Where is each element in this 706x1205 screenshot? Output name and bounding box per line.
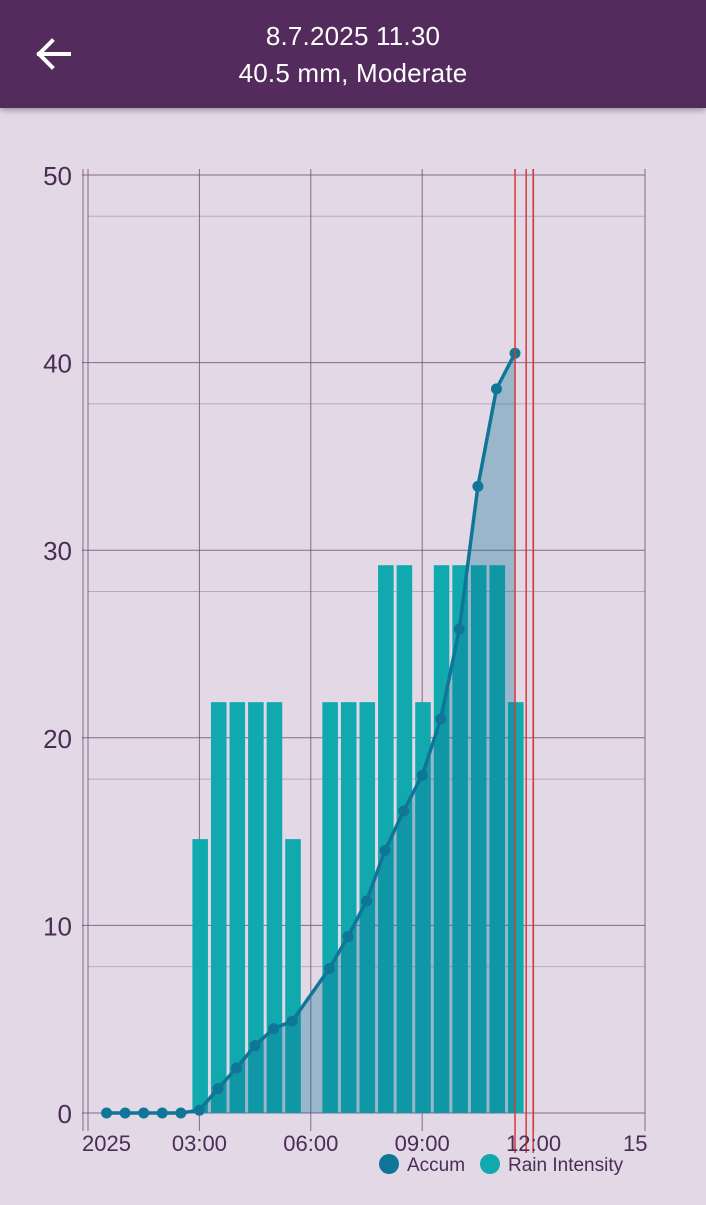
legend-label: Accum	[407, 1155, 465, 1176]
app-bar: 8.7.2025 11.30 40.5 mm, Moderate	[0, 0, 706, 108]
intensity-bar	[248, 702, 264, 1113]
rain-chart: 0 10 20 30 40 50 2025 03:00 06:00 09:00 12:00 15 Acc…	[0, 108, 706, 1200]
accum-point	[361, 895, 372, 907]
accum-line	[106, 352, 517, 1115]
accum-point	[138, 1107, 150, 1119]
x-tick-label: 2025	[82, 1131, 131, 1156]
accum-point	[453, 623, 465, 635]
intensity-bar	[229, 702, 246, 1113]
intensity-bar	[378, 565, 394, 1113]
accum-point	[175, 1107, 187, 1119]
accum-point	[193, 1104, 205, 1116]
accum-point	[212, 1083, 224, 1095]
accum-point	[323, 963, 335, 975]
intensity-bar	[210, 702, 227, 1113]
x-tick-label: 03:00	[172, 1131, 227, 1156]
accum-point	[119, 1107, 131, 1119]
x-tick-label: 06:00	[283, 1131, 338, 1156]
back-button[interactable]	[28, 30, 80, 78]
legend-swatch	[379, 1154, 399, 1174]
intensity-bar	[415, 702, 431, 1113]
y-tick-label: 40	[43, 349, 72, 379]
accum-area	[106, 353, 516, 1114]
reading-datetime: 8.7.2025 11.30	[265, 21, 441, 51]
intensity-bar	[396, 565, 413, 1113]
accum-point	[286, 1015, 298, 1027]
intensity-bar	[359, 702, 376, 1113]
accum-point	[249, 1039, 261, 1051]
accum-point	[231, 1062, 243, 1074]
intensity-bar	[470, 565, 487, 1113]
y-tick-label: 30	[43, 536, 72, 566]
intensity-bar	[452, 565, 468, 1113]
y-tick-label: 10	[43, 911, 72, 941]
accum-point	[342, 931, 354, 943]
x-tick-label: 15	[623, 1131, 647, 1156]
arrow-left-icon	[36, 38, 71, 70]
reading-summary: 40.5 mm, Moderate	[238, 58, 468, 88]
y-tick-label: 20	[43, 724, 72, 754]
accum-point	[156, 1107, 168, 1119]
intensity-bar	[266, 702, 283, 1113]
accum-point	[379, 844, 391, 856]
title-block: 8.7.2025 11.30 40.5 mm, Moderate	[0, 18, 706, 92]
intensity-bar	[285, 839, 301, 1113]
intensity-bar	[192, 839, 208, 1113]
accum-point	[101, 1107, 113, 1119]
intensity-bar	[508, 702, 524, 1113]
legend-label: Rain Intensity	[508, 1155, 624, 1176]
rain-chart-svg: 0 10 20 30 40 50 2025 03:00 06:00 09:00 12:00 15 Acc…	[43, 161, 647, 1176]
x-tick-label: 12:00	[506, 1131, 561, 1156]
accum-point	[416, 769, 428, 781]
intensity-bar	[489, 565, 506, 1113]
y-tick-label: 0	[58, 1099, 72, 1129]
y-tick-label: 50	[43, 161, 72, 191]
legend-swatch	[480, 1154, 500, 1174]
accum-point	[435, 713, 447, 725]
intensity-bar	[322, 702, 338, 1113]
x-tick-label: 09:00	[395, 1131, 450, 1156]
intensity-bar	[340, 702, 357, 1113]
accum-point	[398, 805, 410, 817]
accum-point	[268, 1023, 280, 1035]
accum-point	[472, 480, 484, 492]
accum-point	[490, 383, 502, 395]
